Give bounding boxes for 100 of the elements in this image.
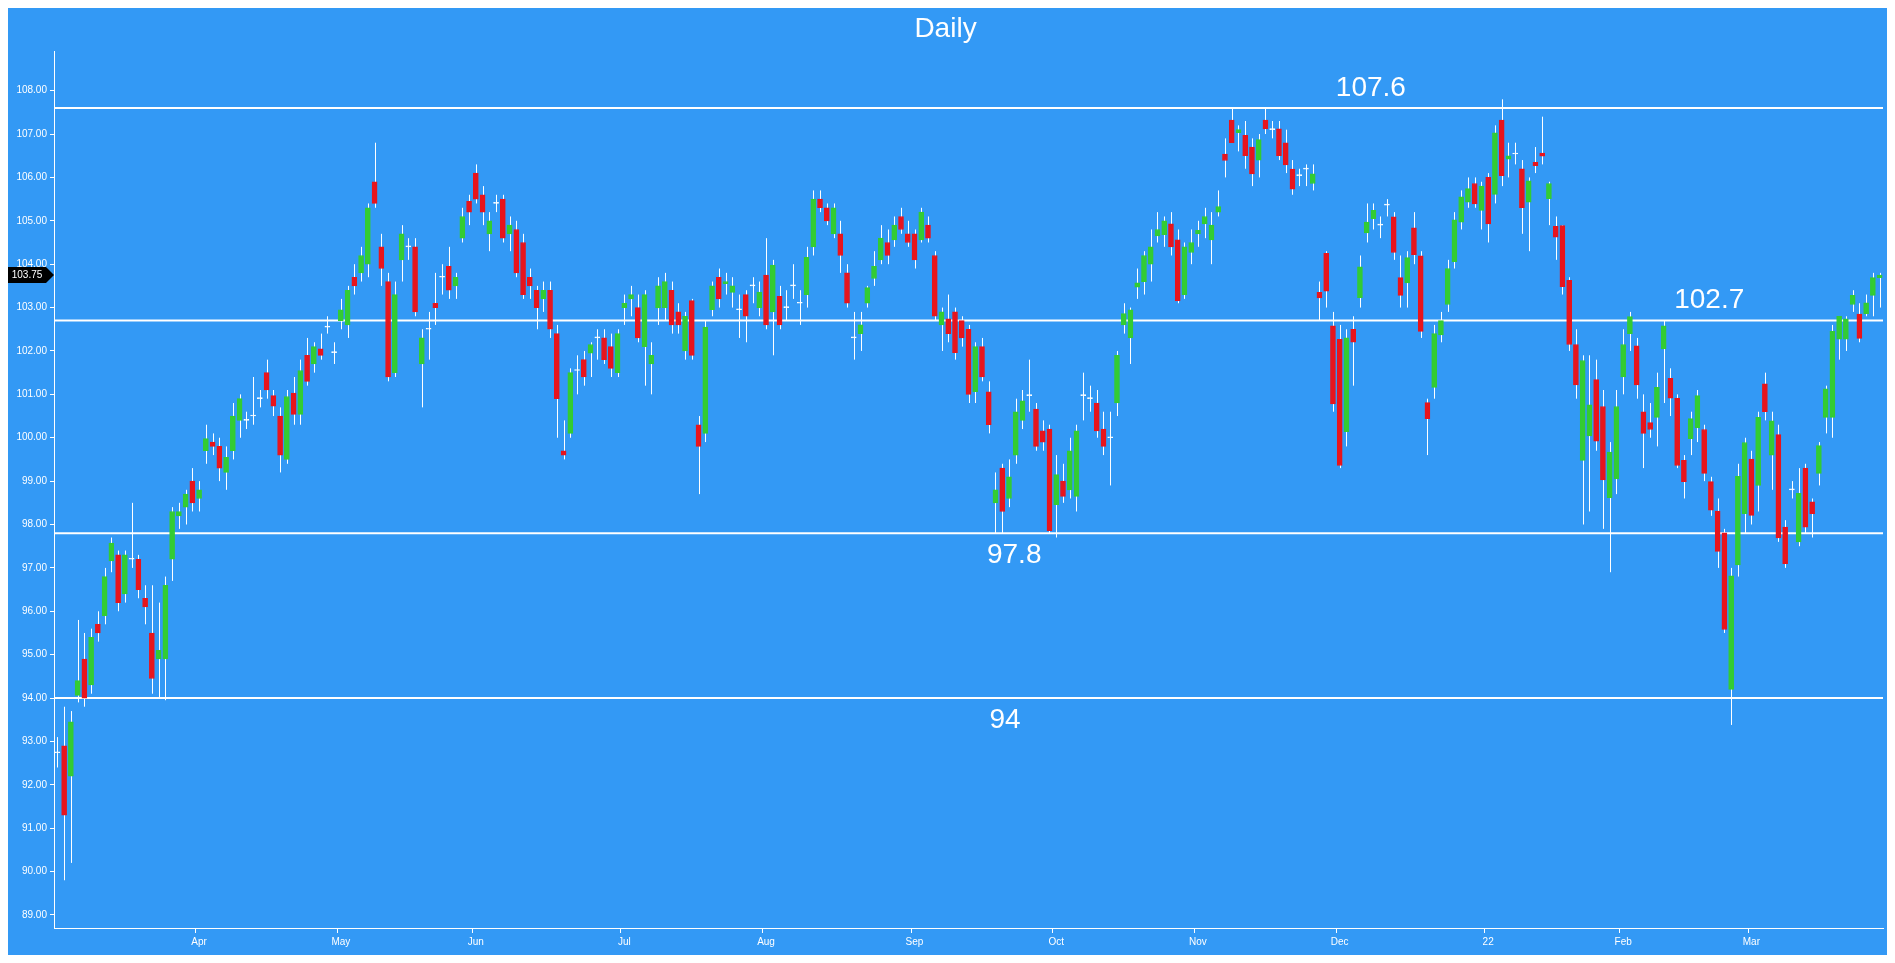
candlestick bbox=[1458, 189, 1465, 230]
ref-line-label: 97.8 bbox=[986, 537, 1042, 569]
x-tick-label: Apr bbox=[191, 935, 208, 947]
ref-line-label: 102.7 bbox=[1674, 283, 1745, 315]
candlestick bbox=[526, 268, 533, 300]
candlestick bbox=[1235, 124, 1242, 152]
candlestick bbox=[405, 237, 412, 261]
candlestick bbox=[1465, 176, 1471, 209]
candlestick bbox=[317, 333, 324, 361]
candlestick bbox=[1039, 419, 1046, 452]
candlestick bbox=[1134, 268, 1141, 300]
x-tick-label: May bbox=[331, 935, 351, 947]
x-tick-label: Jun bbox=[467, 935, 484, 947]
candlestick bbox=[1681, 454, 1687, 499]
candlestick bbox=[1147, 228, 1154, 283]
x-tick-label: Nov bbox=[1189, 935, 1207, 947]
x-tick-label: Oct bbox=[1048, 935, 1065, 947]
y-tick-label: 106.00 bbox=[16, 171, 48, 183]
candlestick bbox=[1505, 142, 1512, 178]
candlestick bbox=[439, 263, 445, 296]
y-tick-label: 96.00 bbox=[21, 605, 48, 617]
candlestick bbox=[223, 445, 229, 491]
y-tick-label: 101.00 bbox=[16, 388, 48, 400]
candlestick bbox=[1870, 272, 1876, 317]
ref-line-label: 94 bbox=[989, 702, 1021, 734]
candlestick bbox=[817, 189, 823, 213]
x-tick-label: Aug bbox=[757, 935, 775, 947]
candlestick bbox=[837, 220, 844, 274]
candlestick bbox=[709, 281, 715, 317]
y-tick-label: 107.00 bbox=[16, 127, 48, 139]
y-tick-label: 100.00 bbox=[16, 431, 48, 443]
candlestick bbox=[1161, 215, 1168, 248]
candlestick bbox=[203, 424, 209, 465]
y-tick-label: 103.00 bbox=[16, 301, 48, 313]
candlestick bbox=[1060, 463, 1066, 504]
candlestick bbox=[1303, 163, 1309, 187]
candlestick bbox=[715, 268, 722, 309]
candlestick bbox=[1647, 402, 1653, 439]
candlestick bbox=[250, 376, 256, 426]
candlestick bbox=[756, 281, 763, 317]
candlestick bbox=[1255, 133, 1262, 178]
candlestick bbox=[1282, 129, 1289, 174]
x-tick-label: Feb bbox=[1614, 935, 1633, 947]
candlestick bbox=[722, 272, 729, 296]
candlestick bbox=[823, 202, 830, 226]
y-tick-label: 102.00 bbox=[16, 344, 48, 356]
candlestick bbox=[445, 246, 452, 300]
y-tick-label: 97.00 bbox=[21, 561, 48, 573]
candlestick bbox=[1107, 411, 1114, 486]
candlestick bbox=[594, 328, 601, 361]
candlestick bbox=[898, 207, 904, 235]
candlestick bbox=[607, 333, 614, 378]
candlestick bbox=[648, 341, 655, 395]
candlestick bbox=[1087, 385, 1093, 413]
candlestick bbox=[540, 281, 547, 313]
candlestick bbox=[459, 207, 466, 243]
candlestick bbox=[1222, 137, 1228, 178]
y-tick-label: 90.00 bbox=[21, 865, 48, 877]
candlestick bbox=[1552, 215, 1559, 261]
candlestick bbox=[601, 328, 607, 365]
candlestick bbox=[1363, 202, 1370, 243]
y-tick-label: 105.00 bbox=[16, 214, 48, 226]
x-tick-label: Jul bbox=[617, 935, 631, 947]
y-tick-label: 93.00 bbox=[21, 735, 48, 747]
candlestick bbox=[1471, 176, 1478, 209]
candlestick bbox=[891, 215, 898, 248]
candlestick bbox=[1404, 250, 1411, 309]
candlestick bbox=[358, 246, 364, 283]
candlestick bbox=[95, 610, 101, 643]
y-tick-label: 92.00 bbox=[21, 778, 48, 790]
y-tick-label: 99.00 bbox=[21, 474, 48, 486]
candlestick bbox=[1525, 176, 1532, 252]
candlestick bbox=[466, 194, 472, 226]
y-tick-label: 108.00 bbox=[16, 84, 48, 96]
candlestick bbox=[1377, 215, 1384, 239]
candlestick bbox=[1168, 211, 1174, 257]
y-tick-label: 94.00 bbox=[21, 691, 48, 703]
y-tick-label: 89.00 bbox=[21, 908, 48, 920]
candlestick bbox=[331, 341, 337, 365]
candlestick bbox=[729, 276, 736, 309]
x-tick-label: Mar bbox=[1742, 935, 1761, 947]
candlestick bbox=[628, 285, 634, 317]
candlestick bbox=[790, 263, 796, 300]
y-tick-label: 104.00 bbox=[16, 257, 48, 269]
candlestick bbox=[176, 502, 182, 530]
candlestick bbox=[864, 285, 871, 309]
candlestick bbox=[1863, 294, 1869, 317]
candlestick bbox=[749, 276, 756, 304]
candlestick bbox=[1215, 189, 1222, 217]
x-tick-label: Sep bbox=[905, 935, 924, 947]
candlestick bbox=[1546, 181, 1552, 226]
candlestick bbox=[1201, 207, 1208, 239]
candlestick bbox=[925, 215, 931, 243]
candlestick bbox=[1188, 228, 1195, 265]
candlestick bbox=[904, 220, 911, 248]
candlestick bbox=[1309, 163, 1316, 191]
candlestick bbox=[142, 584, 148, 625]
candlestick bbox=[877, 224, 884, 265]
candlestick bbox=[871, 250, 877, 287]
y-tick-label: 95.00 bbox=[21, 648, 48, 660]
